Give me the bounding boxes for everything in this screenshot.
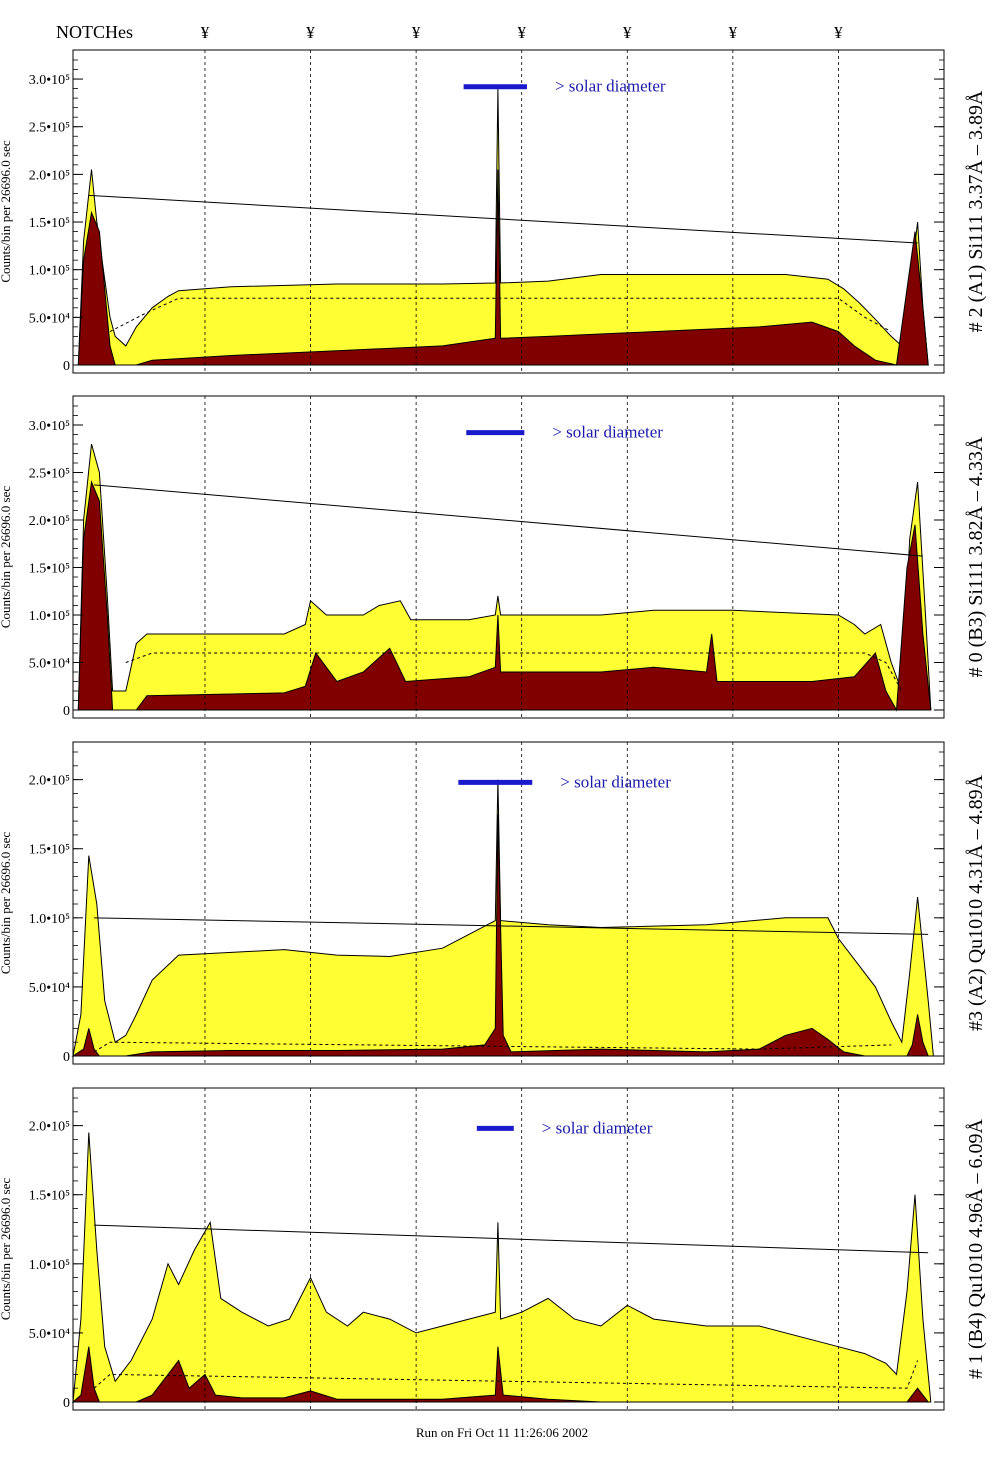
panel-title: #3 (A2) Qu1010 4.31Å – 4.89Å — [965, 774, 987, 1031]
notches-label: NOTCHes — [56, 22, 133, 42]
effective-area-line — [88, 194, 918, 244]
y-tick-label: 2.0•10⁵ — [29, 514, 70, 529]
y-tick-label: 1.5•10⁵ — [29, 562, 70, 577]
total-counts-area — [72, 779, 934, 1057]
y-tick-label: 1.0•10⁵ — [29, 1258, 70, 1273]
y-axis-label: Counts/bin per 26696.0 sec — [0, 832, 13, 974]
y-axis-label: Counts/bin per 26696.0 sec — [0, 140, 13, 282]
y-tick-label: 3.0•10⁵ — [29, 419, 70, 434]
solar-diameter-annotation: > solar diameter — [560, 772, 671, 791]
notch-marker: ¥ — [834, 23, 843, 42]
effective-area-line — [94, 917, 929, 935]
y-tick-label: 1.5•10⁵ — [29, 216, 70, 231]
notch-marker: ¥ — [517, 23, 526, 42]
notch-marker: ¥ — [201, 23, 210, 42]
background-counts-area — [77, 480, 932, 712]
y-tick-label: 3.0•10⁵ — [29, 73, 70, 88]
y-tick-label: 1.0•10⁵ — [29, 912, 70, 927]
solar-diameter-annotation: > solar diameter — [542, 1118, 653, 1137]
y-tick-label: 5.0•10⁴ — [29, 311, 70, 326]
notch-marker: ¥ — [412, 23, 421, 42]
notch-marker: ¥ — [306, 23, 315, 42]
y-axis-label: Counts/bin per 26696.0 sec — [0, 1178, 13, 1320]
panel-title: # 1 (B4) Qu1010 4.96Å – 6.09Å — [965, 1118, 987, 1379]
y-tick-label: 5.0•10⁴ — [29, 657, 70, 672]
y-tick-label: 1.5•10⁵ — [29, 843, 70, 858]
effective-area-line — [94, 1224, 929, 1254]
total-counts-area — [77, 443, 932, 711]
y-tick-label: 2.0•10⁵ — [29, 1120, 70, 1135]
y-tick-label: 2.0•10⁵ — [29, 774, 70, 789]
panels: 0 5.0•10⁴ 1.0•10⁵ 1.5•10⁵ 2.0•10⁵ 2.5•10⁵ 3.0•… — [0, 49, 987, 1411]
y-tick-label: 1.0•10⁵ — [29, 609, 70, 624]
run-timestamp: Run on Fri Oct 11 11:26:06 2002 — [415, 1425, 589, 1440]
panel-1: 0 5.0•10⁴ 1.0•10⁵ 1.5•10⁵ 2.0•10⁵ 2.5•10⁵ 3.0•… — [0, 395, 987, 719]
y-tick-label: 5.0•10⁴ — [29, 981, 70, 996]
y-tick-label: 2.0•10⁵ — [29, 168, 70, 183]
y-tick-label: 1.0•10⁵ — [29, 264, 70, 279]
y-tick-label: 0 — [63, 704, 70, 719]
model-dashed-line — [93, 1041, 892, 1053]
y-axis-label: Counts/bin per 26696.0 sec — [0, 486, 13, 628]
panel-2: 0 5.0•10⁴ 1.0•10⁵ 1.5•10⁵ 2.0•10⁵ Counts/bin … — [0, 741, 987, 1065]
y-tick-label: 0 — [63, 359, 70, 374]
panel-0: 0 5.0•10⁴ 1.0•10⁵ 1.5•10⁵ 2.0•10⁵ 2.5•10⁵ 3.0•… — [0, 49, 987, 374]
notch-marker: ¥ — [729, 23, 738, 42]
total-counts-area — [72, 1132, 932, 1403]
y-tick-label: 2.5•10⁵ — [29, 467, 70, 482]
y-tick-label: 0 — [63, 1050, 70, 1065]
effective-area-line — [94, 484, 923, 557]
solar-diameter-annotation: > solar diameter — [552, 423, 663, 442]
panel-title: # 0 (B3) Si111 3.82Å – 4.33Å — [965, 436, 987, 677]
y-tick-label: 0 — [63, 1396, 70, 1411]
y-tick-label: 2.5•10⁵ — [29, 121, 70, 136]
model-dashed-line — [125, 652, 903, 692]
panel-3: 0 5.0•10⁴ 1.0•10⁵ 1.5•10⁵ 2.0•10⁵ Counts/bin … — [0, 1087, 987, 1411]
y-tick-label: 1.5•10⁵ — [29, 1189, 70, 1204]
background-counts-area — [77, 169, 929, 366]
background-counts-area — [71, 814, 929, 1057]
y-tick-label: 5.0•10⁴ — [29, 1327, 70, 1342]
solar-diameter-annotation: > solar diameter — [555, 77, 666, 96]
notches-header: NOTCHes ¥ ¥ ¥ ¥ ¥ ¥ ¥ — [56, 22, 843, 42]
panel-title: # 2 (A1) Si111 3.37Å – 3.89Å — [965, 90, 987, 332]
notch-marker: ¥ — [623, 23, 632, 42]
